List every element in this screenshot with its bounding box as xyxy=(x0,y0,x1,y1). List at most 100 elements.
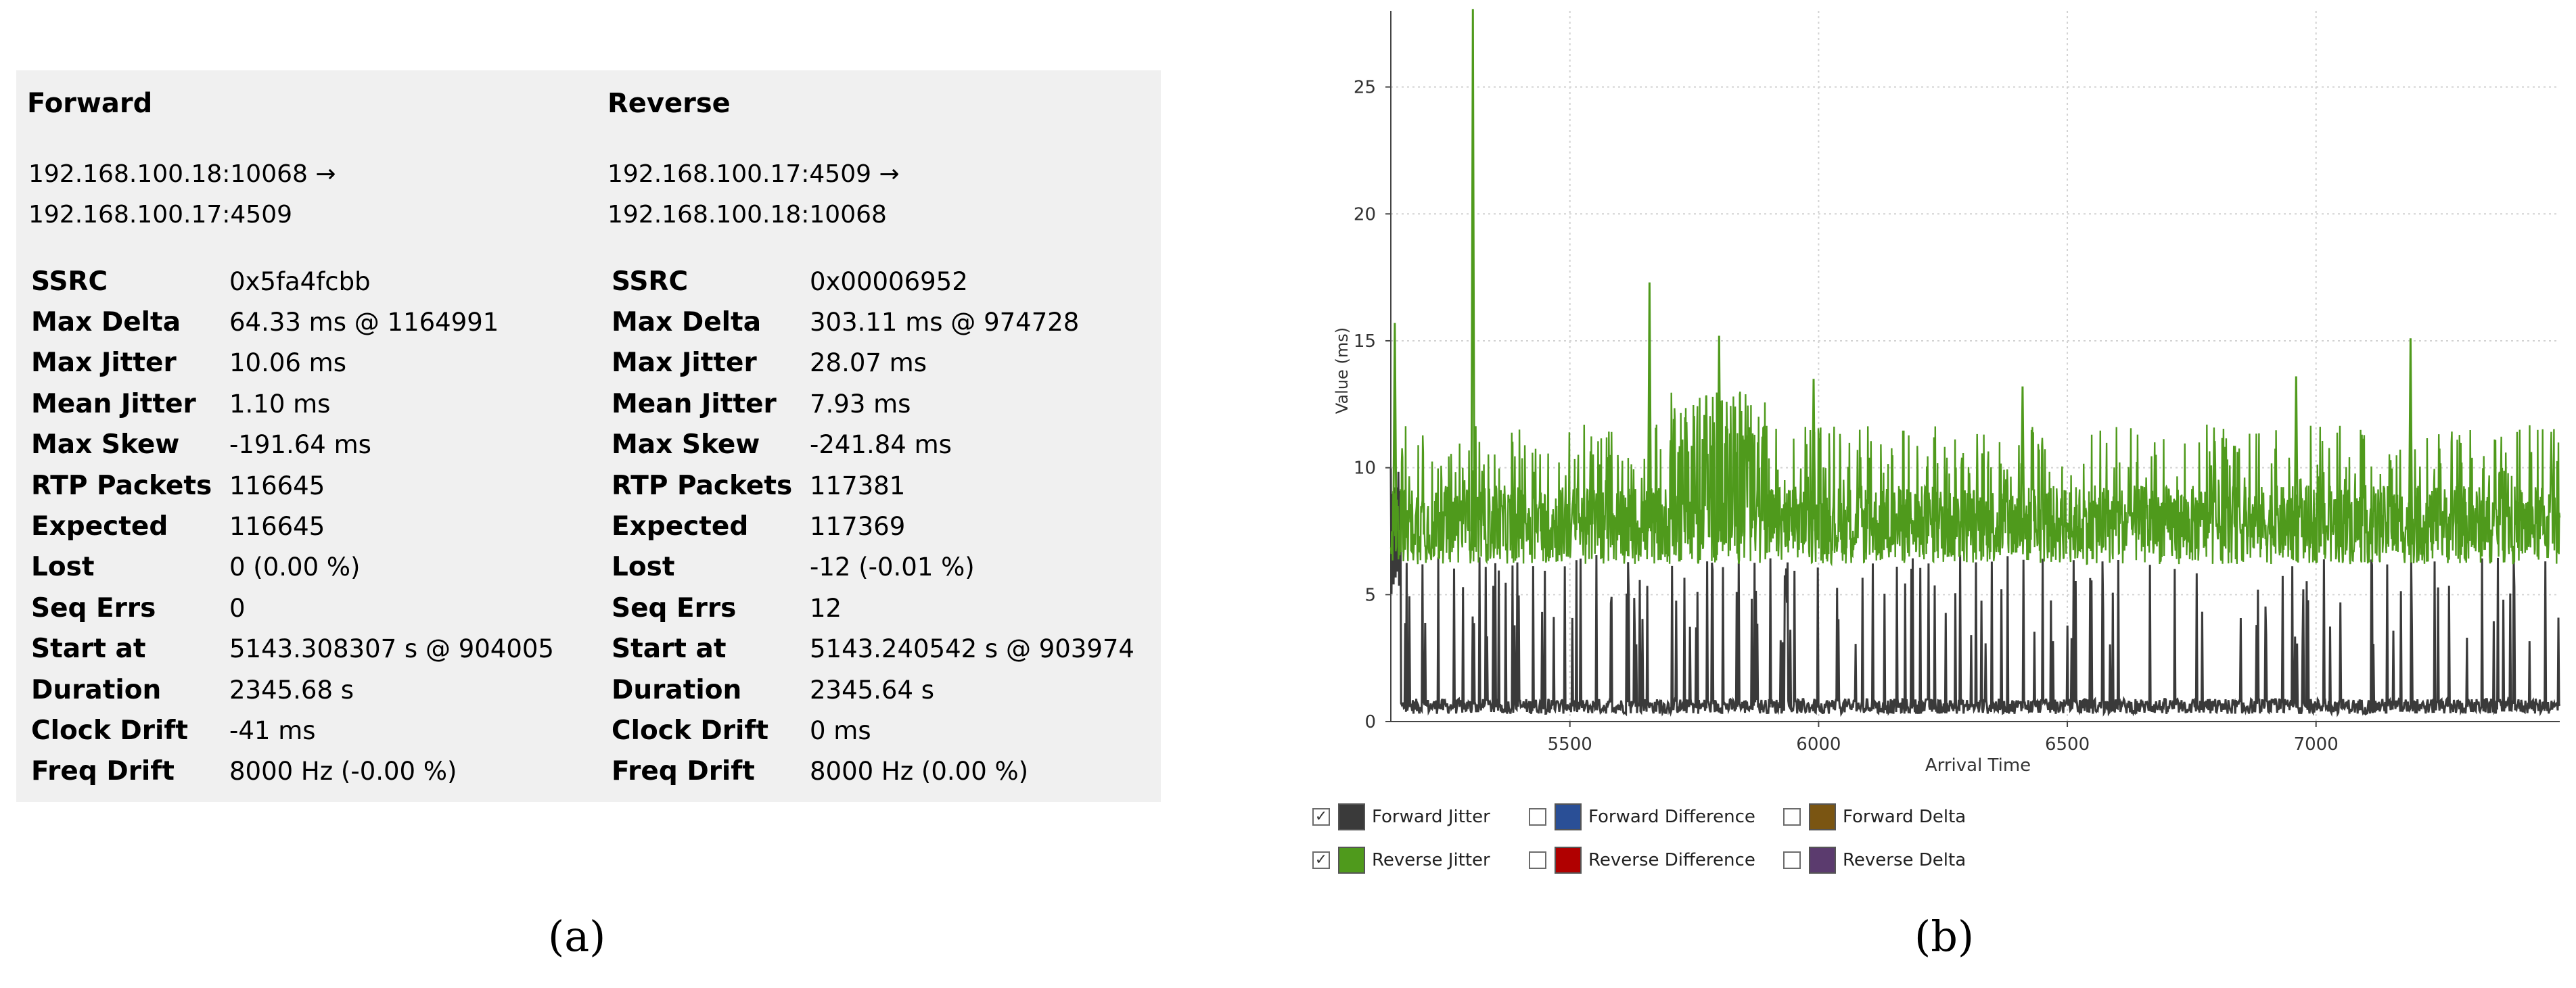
legend-label: Forward Delta xyxy=(1843,807,1967,827)
checkbox-reverse-delta[interactable] xyxy=(1783,851,1801,869)
stat-label: RTP Packets xyxy=(612,470,793,501)
stat-value: 8000 Hz (0.00 %) xyxy=(810,757,1029,786)
stat-row-max-jitter: Max Jitter 28.07 ms xyxy=(612,343,1134,383)
forward-endpoint-to: 192.168.100.17:4509 xyxy=(28,201,293,229)
stat-value: 2345.64 s xyxy=(810,675,935,705)
reverse-jitter-spike xyxy=(2293,376,2299,532)
stat-value: 303.11 ms @ 974728 xyxy=(810,308,1080,337)
reverse-jitter-spike xyxy=(1470,9,1475,532)
stat-value: 0x00006952 xyxy=(810,266,968,296)
caption-a: (a) xyxy=(548,912,606,961)
legend-reverse-difference[interactable]: Reverse Difference xyxy=(1529,847,1755,874)
stat-row-clock-drift: Clock Drift 0 ms xyxy=(612,710,1134,751)
legend-forward-jitter[interactable]: ✓ Forward Jitter xyxy=(1312,803,1490,830)
stat-label: Start at xyxy=(31,634,146,665)
stat-row-lost: Lost -12 (-0.01 %) xyxy=(612,547,1134,588)
stat-value: 116645 xyxy=(229,512,325,542)
plot-area xyxy=(1389,9,2561,718)
stat-label: Max Delta xyxy=(31,307,181,338)
stat-label: Max Skew xyxy=(612,429,760,461)
stat-row-max-skew: Max Skew -241.84 ms xyxy=(612,425,1134,465)
stat-label: RTP Packets xyxy=(31,470,212,501)
legend-label: Reverse Difference xyxy=(1588,850,1755,870)
stat-row-duration: Duration 2345.64 s xyxy=(612,669,1134,710)
y-tick-label: 15 xyxy=(1354,331,1376,352)
stat-value: 2345.68 s xyxy=(229,675,354,705)
forward-title: Forward xyxy=(27,88,153,119)
stat-value: 10.06 ms xyxy=(229,348,347,378)
forward-endpoint-from: 192.168.100.18:10068 → xyxy=(28,160,336,188)
legend-forward-delta[interactable]: Forward Delta xyxy=(1783,803,1966,830)
stat-row-freq-drift: Freq Drift 8000 Hz (-0.00 %) xyxy=(31,751,554,792)
stat-row-seq-errs: Seq Errs 12 xyxy=(612,588,1134,628)
legend-label: Reverse Delta xyxy=(1843,850,1967,870)
stat-row-max-delta: Max Delta 303.11 ms @ 974728 xyxy=(612,302,1134,342)
checkbox-forward-jitter[interactable]: ✓ xyxy=(1312,808,1330,826)
x-tick-label: 5500 xyxy=(1548,734,1592,755)
swatch-reverse-difference xyxy=(1555,847,1582,874)
legend-label: Forward Jitter xyxy=(1372,807,1490,827)
y-tick-label: 5 xyxy=(1364,585,1376,605)
stat-row-start-at: Start at 5143.308307 s @ 904005 xyxy=(31,629,554,669)
stat-label: Duration xyxy=(31,674,162,705)
stat-row-rtp-packets: RTP Packets 117381 xyxy=(612,465,1134,506)
stat-value: 0 xyxy=(229,593,246,623)
legend-forward-difference[interactable]: Forward Difference xyxy=(1529,803,1755,830)
reverse-endpoint: 192.168.100.17:4509 → 192.168.100.18:100… xyxy=(607,154,900,235)
stat-row-clock-drift: Clock Drift -41 ms xyxy=(31,710,554,751)
stat-value: 0 ms xyxy=(810,715,871,745)
stat-label: Max Skew xyxy=(31,429,180,461)
stat-label: SSRC xyxy=(612,266,689,297)
forward-stats-table: SSRC 0x5fa4fcbb Max Delta 64.33 ms @ 11649… xyxy=(31,261,554,792)
reverse-endpoint-to: 192.168.100.18:10068 xyxy=(607,201,887,229)
checkbox-forward-difference[interactable] xyxy=(1529,808,1546,826)
stat-row-ssrc: SSRC 0x00006952 xyxy=(612,261,1134,302)
stat-row-rtp-packets: RTP Packets 116645 xyxy=(31,465,554,506)
reverse-jitter-spike xyxy=(2020,386,2025,532)
stat-value: 0x5fa4fcbb xyxy=(229,266,371,296)
checkbox-reverse-difference[interactable] xyxy=(1529,851,1546,869)
stat-value: 117381 xyxy=(810,471,906,500)
y-axis-label: Value (ms) xyxy=(1333,327,1352,414)
stat-label: Expected xyxy=(612,511,749,542)
swatch-forward-difference xyxy=(1555,803,1582,830)
reverse-jitter-spike xyxy=(1716,335,1722,532)
legend-reverse-jitter[interactable]: ✓ Reverse Jitter xyxy=(1312,847,1490,874)
stat-value: 5143.308307 s @ 904005 xyxy=(229,634,554,664)
stat-value: -191.64 ms xyxy=(229,430,371,460)
stat-value: 0 (0.00 %) xyxy=(229,552,361,582)
stat-row-mean-jitter: Mean Jitter 1.10 ms xyxy=(31,383,554,424)
reverse-endpoint-from: 192.168.100.17:4509 → xyxy=(607,160,900,188)
stat-row-ssrc: SSRC 0x5fa4fcbb xyxy=(31,261,554,302)
y-tick-label: 20 xyxy=(1354,204,1376,225)
y-tick-label: 0 xyxy=(1364,712,1376,732)
checkbox-reverse-jitter[interactable]: ✓ xyxy=(1312,851,1330,869)
swatch-forward-delta xyxy=(1809,803,1836,830)
stat-label: Seq Errs xyxy=(31,592,156,624)
reverse-title: Reverse xyxy=(607,88,731,119)
stat-value: -41 ms xyxy=(229,715,316,745)
legend-reverse-delta[interactable]: Reverse Delta xyxy=(1783,847,1966,874)
stat-value: -241.84 ms xyxy=(810,430,952,460)
jitter-graph[interactable]: 0 5 10 15 20 25 5500 6000 6500 7000 Value (ms) Ar… xyxy=(1272,0,2576,798)
forward-endpoint: 192.168.100.18:10068 → 192.168.100.17:45… xyxy=(28,154,336,235)
axes: 0 5 10 15 20 25 5500 6000 6500 7000 xyxy=(1354,11,2560,755)
series-reverse-jitter xyxy=(1389,391,2561,567)
y-tick-label: 10 xyxy=(1354,458,1376,479)
stat-row-expected: Expected 117369 xyxy=(612,506,1134,546)
stat-label: Freq Drift xyxy=(31,756,175,787)
stat-label: Clock Drift xyxy=(612,715,769,746)
reverse-jitter-spike xyxy=(1647,282,1653,532)
reverse-stats-table: SSRC 0x00006952 Max Delta 303.11 ms @ 9747… xyxy=(612,261,1134,792)
stat-label: Lost xyxy=(612,552,675,583)
stat-label: SSRC xyxy=(31,266,108,297)
stat-value: 1.10 ms xyxy=(229,389,331,419)
stat-row-max-skew: Max Skew -191.64 ms xyxy=(31,425,554,465)
swatch-reverse-jitter xyxy=(1338,847,1365,874)
stat-value: 28.07 ms xyxy=(810,348,927,378)
reverse-jitter-spike xyxy=(1811,379,1816,532)
stat-label: Duration xyxy=(612,674,742,705)
stat-value: 12 xyxy=(810,593,842,623)
caption-b: (b) xyxy=(1914,912,1975,961)
checkbox-forward-delta[interactable] xyxy=(1783,808,1801,826)
